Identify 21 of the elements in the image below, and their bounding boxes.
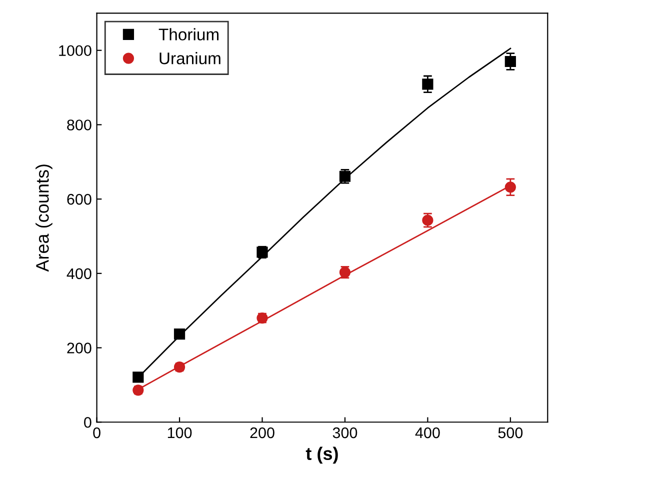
x-tick-label: 200 xyxy=(250,427,274,438)
legend-label: Uranium xyxy=(160,52,220,64)
x-tick-label: 0 xyxy=(93,427,100,438)
y-tick-label: 200 xyxy=(67,342,92,354)
point xyxy=(132,372,144,383)
y-tick-label: 400 xyxy=(66,268,92,280)
x-axis-title: t (s) xyxy=(306,446,338,464)
point xyxy=(174,328,186,340)
legend-label: Thorium xyxy=(158,28,218,40)
y-axis-title: Area (counts) xyxy=(36,164,52,272)
x-tick-label: 500 xyxy=(498,427,523,438)
y-tick-label: 1000 xyxy=(59,45,92,56)
point xyxy=(504,56,516,68)
point xyxy=(504,182,516,193)
x-tick-label: 400 xyxy=(415,427,440,438)
y-tick-label: 800 xyxy=(67,120,92,130)
x-tick-label: 300 xyxy=(332,427,358,438)
point xyxy=(422,78,434,90)
y-tick-label: 0 xyxy=(84,416,92,428)
y-tick-label: 600 xyxy=(67,194,92,205)
x-tick-label: 100 xyxy=(168,427,192,438)
